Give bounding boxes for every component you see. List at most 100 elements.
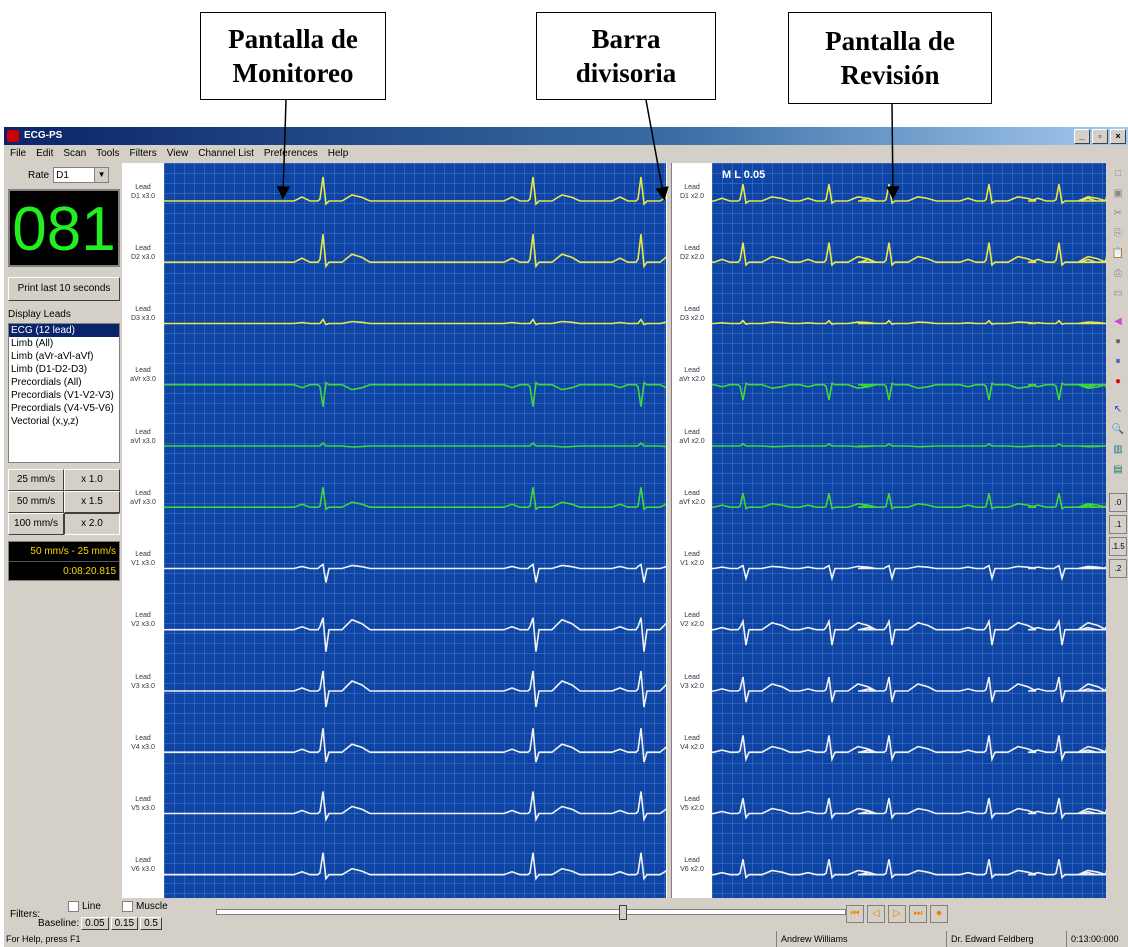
step-back-icon[interactable]: ◁ <box>867 905 885 923</box>
minimize-button[interactable]: _ <box>1074 129 1090 144</box>
line-filter-label: Line <box>82 901 101 912</box>
record-icon[interactable]: ● <box>1110 373 1126 390</box>
lead-option[interactable]: Limb (aVr-aVl-aVf) <box>11 351 94 362</box>
print-icon[interactable]: ⎙ <box>1110 265 1126 282</box>
ecg-traces <box>712 184 1106 880</box>
save-icon[interactable]: ▣ <box>1110 185 1126 202</box>
marker-icon[interactable]: ◀ <box>1110 313 1126 330</box>
lead-name: aVl x3.0 <box>130 437 156 445</box>
menu-view[interactable]: View <box>166 148 189 159</box>
line-filter-checkbox[interactable]: Line <box>68 901 101 912</box>
play-icon[interactable]: ▷ <box>888 905 906 923</box>
baseline-filter: Baseline: 0.05 0.15 0.5 <box>38 917 162 930</box>
lead-word: Lead <box>135 734 151 742</box>
pause-icon[interactable]: ⏸ <box>1110 353 1126 370</box>
skip-start-icon[interactable]: ⏮ <box>846 905 864 923</box>
callout-line: divisoria <box>575 58 677 88</box>
close-button[interactable]: × <box>1110 129 1126 144</box>
baseline-option[interactable]: 0.05 <box>81 917 109 930</box>
playback-slider-thumb[interactable] <box>618 905 627 920</box>
menu-bar: File Edit Scan Tools Filters View Channe… <box>4 146 1128 162</box>
menu-filters[interactable]: Filters <box>129 148 157 159</box>
speed-100-button[interactable]: 100 mm/s <box>8 513 64 535</box>
scale-button[interactable]: .1.5 <box>1109 537 1127 556</box>
lead-option[interactable]: Precordials (All) <box>11 377 82 388</box>
ecg-trace-lead <box>712 676 1106 703</box>
heart-rate-display: 081 <box>8 189 120 267</box>
baseline-option[interactable]: 0.5 <box>140 917 162 930</box>
paste-icon[interactable]: 📋 <box>1110 245 1126 262</box>
copy-icon[interactable]: ⎘ <box>1110 225 1126 242</box>
scale-button[interactable]: .0 <box>1109 493 1127 512</box>
menu-channel-list[interactable]: Channel List <box>198 148 254 159</box>
lead-name: D2 x2.0 <box>679 253 705 261</box>
pointer-icon[interactable]: ↖ <box>1110 401 1126 418</box>
ecg-trace-lead <box>712 184 1106 205</box>
record-mode-icon[interactable]: ⏺ <box>930 905 948 923</box>
menu-scan[interactable]: Scan <box>63 148 87 159</box>
lead-option[interactable]: Limb (All) <box>11 338 54 349</box>
menu-edit[interactable]: Edit <box>36 148 54 159</box>
stop-icon[interactable]: ● <box>1110 333 1126 350</box>
gain-1-0-button[interactable]: x 1.0 <box>64 469 120 491</box>
scale-button[interactable]: .1 <box>1109 515 1127 534</box>
lead-option[interactable]: Limb (D1-D2-D3) <box>11 364 88 375</box>
preview-icon[interactable]: ▭ <box>1110 285 1126 302</box>
lead-label: Lead V4 x2.0 <box>672 734 712 752</box>
monitor-lead-labels: Lead D1 x3.0 Lead D2 x3.0 Lead D3 x3.0 Lead aVr… <box>122 163 164 898</box>
measure-icon[interactable]: ▥ <box>1110 441 1126 458</box>
menu-help[interactable]: Help <box>327 148 349 159</box>
display-leads-list[interactable]: ECG (12 lead) Limb (All) Limb (aVr-aVl-a… <box>8 323 120 463</box>
ecg-trace-lead <box>164 176 666 206</box>
menu-file[interactable]: File <box>10 148 27 159</box>
lead-word: Lead <box>684 796 700 804</box>
print-last-10-seconds-button[interactable]: Print last 10 seconds <box>8 277 120 301</box>
checkbox-box[interactable] <box>68 901 79 912</box>
ecg-trace-lead <box>164 487 666 511</box>
callout-line: Barra <box>591 24 661 54</box>
ecg-trace-lead <box>164 670 666 708</box>
playback-slider[interactable] <box>216 905 846 920</box>
baseline-option[interactable]: 0.15 <box>110 917 139 930</box>
ecg-trace-lead <box>164 441 666 448</box>
menu-tools[interactable]: Tools <box>96 148 120 159</box>
scale-button[interactable]: .2 <box>1109 559 1127 578</box>
speed-gain-grid: 25 mm/s x 1.0 50 mm/s x 1.5 100 mm/s x 2… <box>8 469 120 535</box>
checkbox-box[interactable] <box>122 901 133 912</box>
skip-end-icon[interactable]: ⏭ <box>909 905 927 923</box>
lead-word: Lead <box>135 367 151 375</box>
rate-label: Rate <box>28 169 50 181</box>
report-icon[interactable]: ▤ <box>1110 461 1126 478</box>
lead-name: V4 x3.0 <box>131 743 155 751</box>
lead-option[interactable]: ECG (12 lead) <box>9 324 119 337</box>
chevron-down-icon[interactable]: ▼ <box>94 168 109 182</box>
lead-option[interactable]: Precordials (V4-V5-V6) <box>11 403 114 414</box>
maximize-button[interactable]: ▫ <box>1092 129 1108 144</box>
app-heart-icon <box>7 130 19 142</box>
lead-label: Lead D2 x3.0 <box>122 244 164 262</box>
speed-50-button[interactable]: 50 mm/s <box>8 491 64 513</box>
right-toolbar: □ ▣ ✂ ⎘ 📋 ⎙ ▭ ◀ ● ⏸ ● ↖ 🔍 ▥ ▤ .0 .1 .1.5 .2 <box>1108 163 1128 898</box>
ecg-trace-lead <box>712 859 1106 880</box>
lead-name: V6 x3.0 <box>131 866 155 874</box>
lead-label: Lead aVf x2.0 <box>672 489 712 507</box>
divider-bar[interactable] <box>666 163 672 898</box>
lead-name: D3 x3.0 <box>130 315 156 323</box>
gain-2-0-button[interactable]: x 2.0 <box>64 513 120 535</box>
gain-1-5-button[interactable]: x 1.5 <box>64 491 120 513</box>
cut-icon[interactable]: ✂ <box>1110 205 1126 222</box>
rate-lead-select[interactable]: D1 ▼ <box>53 167 110 183</box>
menu-preferences[interactable]: Preferences <box>263 148 318 159</box>
speed-time-status: 50 mm/s - 25 mm/s 0:08:20.815 <box>8 541 120 581</box>
lead-option[interactable]: Precordials (V1-V2-V3) <box>11 390 114 401</box>
lead-option[interactable]: Vectorial (x,y,z) <box>11 416 79 427</box>
lead-name: D1 x3.0 <box>130 192 156 200</box>
ecg-trace-lead <box>712 382 1106 401</box>
speed-25-button[interactable]: 25 mm/s <box>8 469 64 491</box>
lead-label: Lead V2 x2.0 <box>672 611 712 629</box>
ecg-trace-lead <box>712 564 1106 582</box>
new-icon[interactable]: □ <box>1110 165 1126 182</box>
zoom-icon[interactable]: 🔍 <box>1110 421 1126 438</box>
lead-label: Lead V1 x3.0 <box>122 550 164 568</box>
muscle-filter-checkbox[interactable]: Muscle <box>122 901 168 912</box>
